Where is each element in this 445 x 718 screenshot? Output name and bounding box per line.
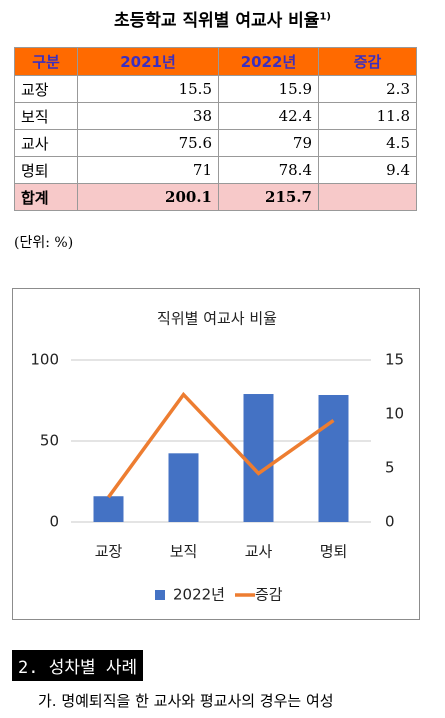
legend-label: 증감 xyxy=(255,586,283,604)
table-cell: 38 xyxy=(77,102,219,130)
footnote: 1) xyxy=(319,11,331,23)
table-cell: 79 xyxy=(218,129,319,157)
unit-note: (단위: %) xyxy=(14,235,74,251)
x-tick-label: 보직 xyxy=(170,543,198,561)
table-cell: 교장 xyxy=(14,75,78,103)
table-row: 교장 15.5 15.9 2.3 xyxy=(14,75,417,103)
bar xyxy=(93,496,124,522)
table-cell: 215.7 xyxy=(218,183,319,211)
table-cell: 78.4 xyxy=(218,156,319,184)
legend-swatch xyxy=(155,590,165,600)
table-row: 합계 200.1 215.7 xyxy=(14,183,417,211)
paragraph: 가. 명예퇴직을 한 교사와 평교사의 경우는 여성 xyxy=(38,692,334,710)
table-cell: 15.5 xyxy=(77,75,219,103)
bar xyxy=(243,394,274,522)
doc-title: 초등학교 직위별 여교사 비율1) xyxy=(0,6,445,31)
x-tick-label: 교사 xyxy=(245,543,273,561)
table-cell: 11.8 xyxy=(318,102,417,130)
table-cell: 71 xyxy=(77,156,219,184)
y-tick-label: 100 xyxy=(30,351,59,369)
header-cell: 증감 xyxy=(318,47,417,76)
chart-title: 직위별 여교사 비율 xyxy=(157,310,277,328)
table-row: 교사 75.6 79 4.5 xyxy=(14,129,417,157)
y-tick-label: 50 xyxy=(40,432,59,450)
table-row: 명퇴 71 78.4 9.4 xyxy=(14,156,417,184)
x-tick-label: 교장 xyxy=(95,543,123,561)
header-cell: 2022년 xyxy=(218,47,319,76)
table-row: 보직 38 42.4 11.8 xyxy=(14,102,417,130)
y2-tick-label: 15 xyxy=(385,351,404,369)
table-cell: 4.5 xyxy=(318,129,417,157)
data-table: 구분 2021년 2022년 증감 교장 15.5 15.9 2.3 보직 38 42.4 11.8 교… xyxy=(14,47,417,211)
y2-tick-label: 5 xyxy=(385,459,395,477)
table-cell: 보직 xyxy=(14,102,78,130)
header-cell: 2021년 xyxy=(77,47,219,76)
table-cell: 2.3 xyxy=(318,75,417,103)
chart-frame: 직위별 여교사 비율 0 50 100 0 5 10 15 교장 보직 교사 명퇴 2022년 증감 xyxy=(12,288,420,620)
chart: 직위별 여교사 비율 0 50 100 0 5 10 15 교장 보직 교사 명퇴 2022년 증감 xyxy=(30,310,404,604)
line xyxy=(107,391,335,499)
header-row: 구분 2021년 2022년 증감 xyxy=(14,47,417,76)
table-cell xyxy=(318,183,417,211)
y2-tick-label: 10 xyxy=(385,405,404,423)
section-heading: 2. 성차별 사례 xyxy=(12,650,144,681)
table-cell: 42.4 xyxy=(218,102,319,130)
header-cell: 구분 xyxy=(14,47,78,76)
bar xyxy=(168,453,199,522)
table-cell: 명퇴 xyxy=(14,156,78,184)
x-tick-label: 명퇴 xyxy=(320,543,348,561)
bar xyxy=(318,394,349,522)
y2-tick-label: 0 xyxy=(385,513,395,531)
table-cell: 합계 xyxy=(14,183,78,211)
table-cell: 75.6 xyxy=(77,129,219,157)
title-text: 초등학교 직위별 여교사 비율 xyxy=(114,11,320,31)
table-cell: 200.1 xyxy=(77,183,219,211)
table-cell: 교사 xyxy=(14,129,78,157)
legend-label: 2022년 xyxy=(173,586,225,604)
y-tick-label: 0 xyxy=(49,513,59,531)
table-cell: 9.4 xyxy=(318,156,417,184)
table-cell: 15.9 xyxy=(218,75,319,103)
